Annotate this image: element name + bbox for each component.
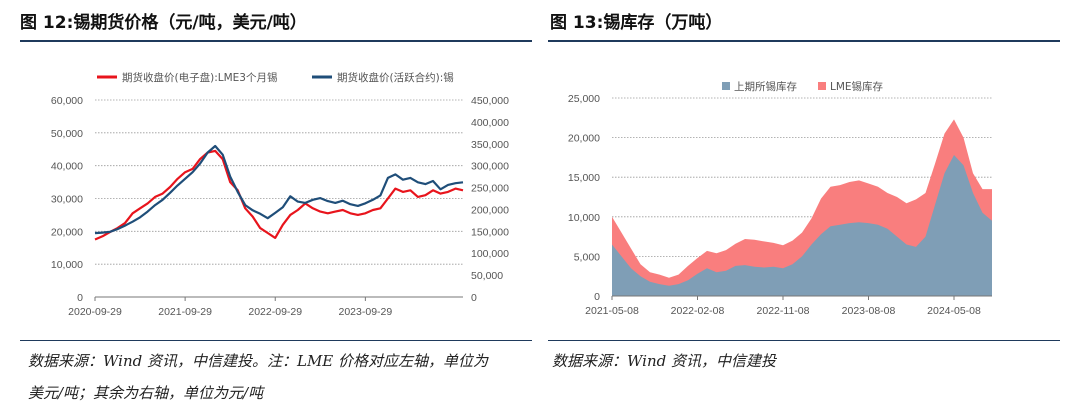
left-y-tick-label: 40,000 [51, 161, 83, 173]
right-y-tick-label: 200,000 [471, 204, 509, 216]
right-y-tick-label: 0 [471, 292, 477, 304]
right-panel-title: 图 13:锡库存（万吨） [550, 13, 723, 33]
x-tick-label: 2020-09-29 [68, 306, 122, 318]
legend-swatch [722, 82, 730, 90]
left-title-rule [20, 40, 532, 42]
y-tick-label: 15,000 [568, 172, 600, 184]
right-source-rule [548, 340, 1060, 341]
right-y-tick-label: 100,000 [471, 248, 509, 260]
right-y-tick-label: 450,000 [471, 95, 509, 107]
legend-label: 期货收盘价(电子盘):LME3个月锡 [122, 71, 277, 84]
legend-swatch [818, 82, 826, 90]
tin-inventory-chart: 0 5,000 10,000 15,000 20,000 25,000 2021-05-08… [568, 80, 992, 317]
left-panel-title: 图 12:锡期货价格（元/吨，美元/吨） [20, 13, 307, 33]
x-tick-label: 2022-09-29 [248, 306, 302, 318]
right-y-tick-label: 400,000 [471, 117, 509, 129]
x-tick-label: 2024-05-08 [927, 305, 981, 317]
right-title-rule [548, 40, 1060, 42]
left-source-line-2: 美元/吨；其余为右轴，单位为元/吨 [28, 384, 264, 402]
legend-label: LME锡库存 [830, 80, 884, 93]
x-tick-label: 2021-09-29 [158, 306, 212, 318]
shfe-tin-price-line [94, 144, 464, 235]
left-y-tick-label: 50,000 [51, 128, 83, 140]
x-tick-label: 2023-09-29 [339, 306, 393, 318]
lme-tin-price-line [94, 149, 464, 241]
y-tick-label: 25,000 [568, 93, 600, 105]
y-tick-label: 20,000 [568, 133, 600, 145]
right-source-line-1: 数据来源：Wind 资讯，中信建投 [552, 352, 776, 370]
y-tick-label: 10,000 [568, 212, 600, 224]
x-tick-label: 2023-08-08 [842, 305, 896, 317]
x-tick-label: 2022-11-08 [757, 305, 810, 317]
x-tick-label: 2022-02-08 [671, 305, 725, 317]
right-y-tick-label: 250,000 [471, 183, 509, 195]
right-y-tick-label: 300,000 [471, 161, 509, 173]
y-tick-label: 0 [594, 291, 600, 303]
tin-futures-price-chart: 0 10,000 20,000 30,000 40,000 50,000 60,000 0 50… [51, 71, 509, 318]
right-y-tick-label: 350,000 [471, 139, 509, 151]
left-y-tick-label: 60,000 [51, 95, 83, 107]
y-tick-label: 5,000 [574, 251, 600, 263]
legend-label: 上期所锡库存 [734, 80, 797, 93]
x-tick-label: 2021-05-08 [585, 305, 639, 317]
right-y-tick-label: 150,000 [471, 226, 509, 238]
left-y-tick-label: 0 [77, 292, 83, 304]
left-y-tick-label: 30,000 [51, 194, 83, 206]
left-y-tick-label: 20,000 [51, 226, 83, 238]
shfe-inventory-area [612, 155, 992, 296]
left-source-rule [20, 340, 532, 341]
left-y-tick-label: 10,000 [51, 259, 83, 271]
right-y-tick-label: 50,000 [471, 270, 503, 282]
left-source-line-1: 数据来源：Wind 资讯，中信建投。注：LME 价格对应左轴，单位为 [28, 352, 489, 370]
legend-label: 期货收盘价(活跃合约):锡 [337, 71, 454, 84]
